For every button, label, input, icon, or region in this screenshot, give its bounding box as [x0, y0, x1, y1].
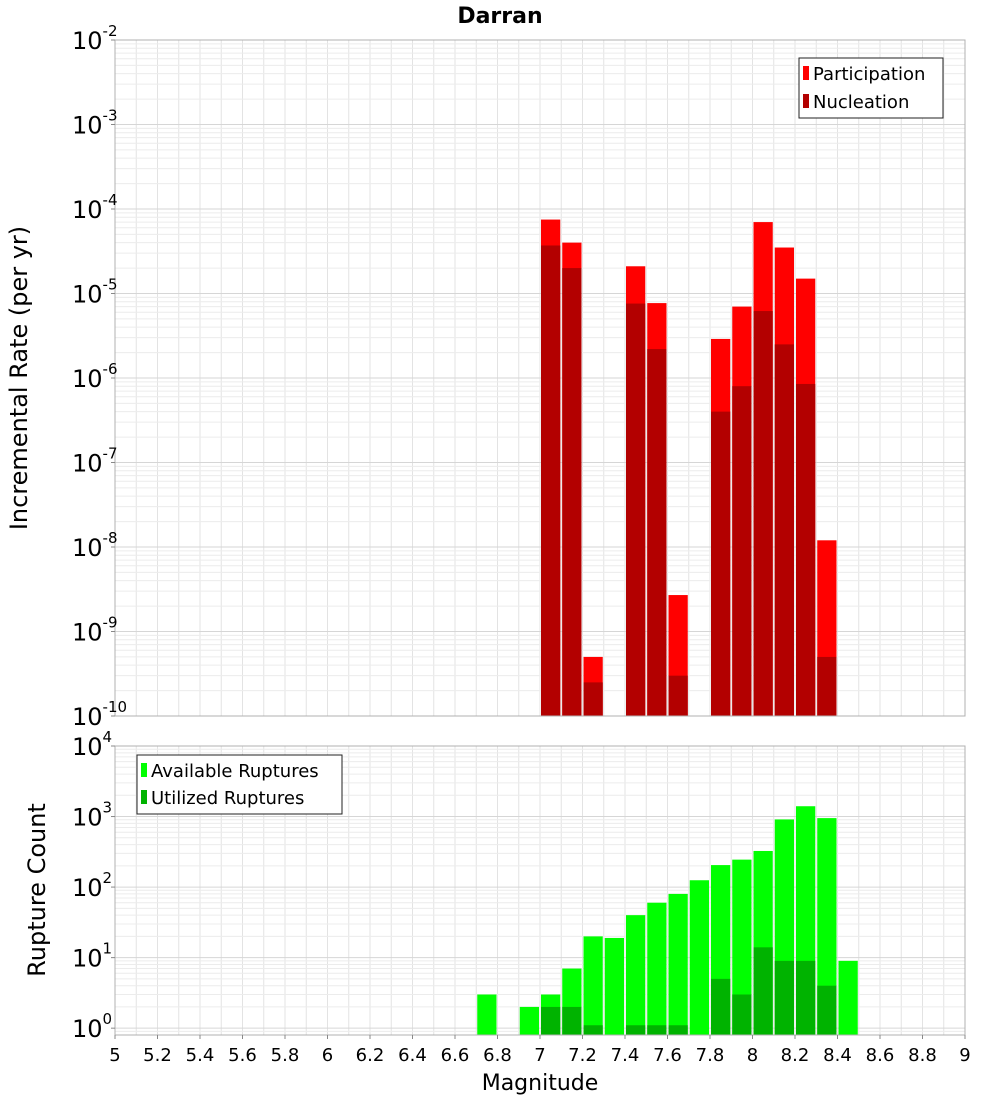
- count-bar-utilized-ruptures: [626, 1025, 646, 1035]
- x-tick-label: 8.2: [781, 1045, 810, 1066]
- rate-y-tick-label: 10-5: [72, 276, 118, 309]
- rate-bar-nucleation: [753, 311, 773, 716]
- count-legend: Available Ruptures Utilized Ruptures: [136, 754, 343, 815]
- legend-label-nucleation: Nucleation: [813, 92, 909, 113]
- rate-y-ticks: 10-10 10-9 10-8 10-7 10-6 10-5 10-4 10-3 10-2: [72, 22, 127, 731]
- x-tick-label: 5.4: [186, 1045, 215, 1066]
- count-y-tick-label: 102: [72, 869, 112, 902]
- legend-swatch-nucleation: [803, 94, 809, 108]
- x-tick-label: 6.4: [398, 1045, 427, 1066]
- count-bar-available-ruptures: [668, 893, 688, 1035]
- rate-gridlines: [114, 39, 966, 717]
- rate-y-tick-label: 10-4: [72, 191, 118, 224]
- count-bar-utilized-ruptures: [796, 960, 816, 1035]
- count-y-tick-label: 103: [72, 799, 112, 832]
- rate-y-tick-label: 10-7: [72, 445, 118, 478]
- count-y-axis-label: Rupture Count: [23, 803, 51, 977]
- rate-legend: Participation Nucleation: [798, 57, 944, 119]
- x-tick-label: 7.4: [611, 1045, 640, 1066]
- count-bar-utilized-ruptures: [774, 960, 794, 1035]
- magnitude-x-ticks: 5 5.2 5.4 5.6 5.8 6 6.2 6.4 6.6 6.8 7 7.2 7.4 7.6 7.8 8…: [109, 1035, 971, 1066]
- rate-bar-nucleation: [817, 656, 837, 716]
- rate-bars: [541, 219, 837, 717]
- x-tick-label: 5.6: [228, 1045, 257, 1066]
- legend-swatch-available: [141, 763, 147, 777]
- count-bar-utilized-ruptures: [583, 1025, 603, 1035]
- count-bar-utilized-ruptures: [732, 994, 752, 1035]
- count-y-ticks: 100 101 102 103 104: [72, 728, 115, 1043]
- rate-bar-nucleation: [583, 682, 603, 716]
- rate-bar-nucleation: [626, 303, 646, 716]
- count-y-tick-label: 101: [72, 940, 112, 973]
- x-tick-label: 5.8: [271, 1045, 300, 1066]
- legend-swatch-participation: [803, 66, 809, 80]
- rate-y-tick-label: 10-10: [72, 698, 127, 731]
- count-bar-utilized-ruptures: [562, 1006, 582, 1035]
- x-tick-label: 8: [747, 1045, 758, 1066]
- count-bar-utilized-ruptures: [647, 1025, 667, 1035]
- legend-label-participation: Participation: [813, 64, 925, 85]
- x-tick-label: 7.6: [653, 1045, 682, 1066]
- count-bar-available-ruptures: [689, 880, 709, 1035]
- rate-y-tick-label: 10-8: [72, 529, 118, 562]
- rate-y-tick-label: 10-2: [72, 22, 118, 55]
- x-tick-label: 7: [534, 1045, 545, 1066]
- count-y-tick-label: 100: [72, 1010, 112, 1043]
- count-bar-available-ruptures: [519, 1006, 539, 1035]
- count-bar-utilized-ruptures: [711, 978, 731, 1035]
- count-bar-available-ruptures: [838, 960, 858, 1035]
- rate-bar-nucleation: [711, 411, 731, 716]
- rate-bar-nucleation: [774, 344, 794, 716]
- x-tick-label: 6.8: [483, 1045, 512, 1066]
- rate-y-tick-label: 10-3: [72, 107, 118, 140]
- count-bar-available-ruptures: [626, 915, 646, 1035]
- rate-bar-nucleation: [668, 675, 688, 716]
- legend-label-available: Available Ruptures: [151, 761, 319, 782]
- count-panel: 100 101 102 103 104 5 5.2 5.4 5.6 5.8 6 6.2 6.4 6.6 6…: [23, 728, 971, 1096]
- chart-title: Darran: [457, 4, 542, 29]
- x-tick-label: 8.8: [908, 1045, 937, 1066]
- rate-bar-nucleation: [541, 245, 561, 717]
- count-bar-available-ruptures: [732, 859, 752, 1035]
- count-bar-utilized-ruptures: [668, 1025, 688, 1035]
- x-tick-label: 7.2: [568, 1045, 597, 1066]
- x-tick-label: 8.6: [866, 1045, 895, 1066]
- count-bar-utilized-ruptures: [753, 947, 773, 1035]
- count-bar-available-ruptures: [647, 902, 667, 1035]
- count-legend-box: [136, 754, 343, 815]
- count-y-tick-label: 104: [72, 728, 112, 761]
- legend-swatch-utilized: [141, 790, 147, 804]
- legend-label-utilized: Utilized Ruptures: [151, 788, 304, 809]
- rate-bar-nucleation: [796, 383, 816, 716]
- rate-bar-nucleation: [732, 386, 752, 716]
- count-bar-available-ruptures: [583, 936, 603, 1035]
- rate-y-tick-label: 10-6: [72, 360, 118, 393]
- x-tick-label: 6: [322, 1045, 333, 1066]
- count-bar-available-ruptures: [604, 937, 624, 1035]
- x-tick-label: 8.4: [823, 1045, 852, 1066]
- x-tick-label: 7.8: [696, 1045, 725, 1066]
- count-bar-available-ruptures: [477, 994, 497, 1035]
- x-tick-label: 6.2: [356, 1045, 385, 1066]
- count-bar-utilized-ruptures: [541, 1006, 561, 1035]
- rate-legend-box: [798, 57, 944, 119]
- rate-panel: 10-10 10-9 10-8 10-7 10-6 10-5 10-4 10-3 10-2 In…: [5, 22, 966, 731]
- count-bars: [477, 806, 858, 1035]
- count-bar-available-ruptures: [817, 818, 837, 1035]
- x-tick-label: 5: [109, 1045, 120, 1066]
- rate-y-tick-label: 10-9: [72, 614, 118, 647]
- x-tick-label: 6.6: [441, 1045, 470, 1066]
- x-tick-label: 5.2: [143, 1045, 172, 1066]
- rate-y-axis-label: Incremental Rate (per yr): [5, 226, 33, 530]
- x-tick-label: 9: [959, 1045, 970, 1066]
- count-bar-utilized-ruptures: [817, 985, 837, 1035]
- rate-bar-nucleation: [647, 349, 667, 716]
- rate-bar-nucleation: [562, 268, 582, 716]
- x-axis-label: Magnitude: [482, 1071, 599, 1096]
